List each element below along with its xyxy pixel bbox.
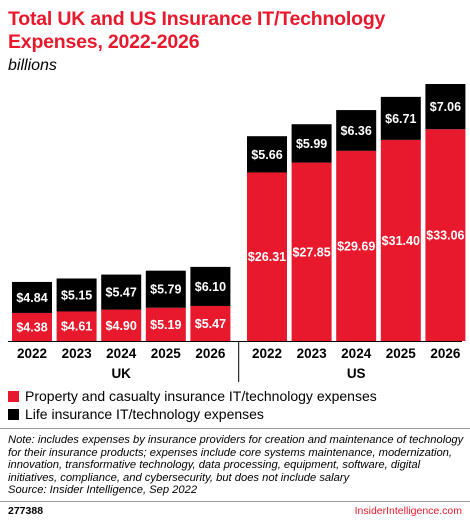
data-label: $5.15 [61, 288, 92, 302]
data-label: $5.47 [195, 317, 226, 331]
bar-segment-property-casualty [247, 172, 287, 341]
data-label: $5.79 [150, 283, 181, 297]
chart-note: Note: includes expenses by insurance pro… [8, 434, 464, 497]
bar-segment-property-casualty [380, 139, 421, 341]
data-label: $26.31 [248, 250, 286, 264]
data-label: $5.19 [150, 318, 181, 332]
bar-segment-life [12, 281, 52, 313]
x-tick-label: 2022 [17, 346, 47, 361]
bar-segment-property-casualty [101, 309, 142, 341]
bar-segment-life [56, 278, 97, 312]
x-tick-label: 2026 [195, 346, 226, 361]
bar-segment-property-casualty [190, 305, 231, 341]
data-label: $27.85 [292, 245, 330, 259]
chart-id: 277388 [8, 505, 44, 517]
bar-segment-life [380, 96, 421, 140]
bar-segment-life [190, 266, 231, 306]
bar-segment-property-casualty [12, 312, 52, 341]
chart-title: Total UK and US Insurance IT/Technology … [8, 8, 386, 53]
data-label: $5.99 [296, 137, 327, 151]
x-tick-label: 2023 [62, 346, 93, 361]
legend-label: Life insurance IT/technology expenses [25, 406, 264, 422]
data-label: $6.10 [195, 280, 226, 294]
data-label: $33.06 [426, 229, 464, 243]
note-text: Note: includes expenses by insurance pro… [8, 434, 464, 484]
bar-segment-life [101, 274, 142, 310]
source-text: Source: Insider Intelligence, Sep 2022 [8, 484, 198, 497]
data-label: $31.40 [382, 234, 420, 248]
group-label: UK [111, 366, 131, 381]
bar-segment-life [247, 136, 287, 173]
data-label: $6.36 [341, 124, 372, 138]
x-tick-label: 2023 [297, 346, 328, 361]
brand-link[interactable]: InsiderIntelligence.com [354, 505, 462, 517]
x-tick-label: 2024 [341, 346, 372, 361]
data-label: $7.06 [430, 100, 461, 114]
legend-label: Property and casualty insurance IT/techn… [25, 388, 377, 404]
x-tick-label: 2022 [252, 346, 282, 361]
chart-subtitle: billions [8, 57, 57, 74]
bar-segment-property-casualty [336, 150, 377, 341]
legend-item-life: Life insurance IT/technology expenses [8, 406, 264, 422]
bar-segment-property-casualty [145, 307, 186, 341]
legend-item-property-casualty: Property and casualty insurance IT/techn… [8, 388, 377, 404]
legend-swatch-red [8, 390, 19, 402]
x-tick-label: 2025 [151, 346, 182, 361]
bar-segment-life [425, 84, 466, 130]
data-label: $6.71 [385, 112, 416, 126]
bar-segment-property-casualty [291, 162, 332, 341]
data-label: $5.66 [251, 148, 282, 162]
chart-plot: $4.38 $4.84 $4.61 $5.15 $4.90 $5.47 $5.19 $5.79… [8, 84, 466, 382]
bar-segment-life [291, 124, 332, 163]
data-label: $4.61 [61, 320, 92, 334]
x-tick-label: 2025 [386, 346, 417, 361]
data-label: $29.69 [337, 239, 375, 253]
data-label: $4.84 [16, 291, 47, 305]
data-label: $5.47 [106, 286, 137, 300]
bar-segment-property-casualty [56, 311, 97, 341]
x-tick-label: 2026 [430, 346, 461, 361]
legend-swatch-black [8, 408, 19, 420]
bar-segment-property-casualty [425, 129, 466, 341]
bar-segment-life [336, 110, 377, 151]
divider [0, 428, 470, 429]
x-tick-label: 2024 [106, 346, 137, 361]
divider [0, 501, 470, 502]
bar-segment-life [145, 270, 186, 308]
group-label: US [347, 366, 366, 381]
data-label: $4.90 [106, 319, 137, 333]
data-label: $4.38 [16, 320, 47, 334]
